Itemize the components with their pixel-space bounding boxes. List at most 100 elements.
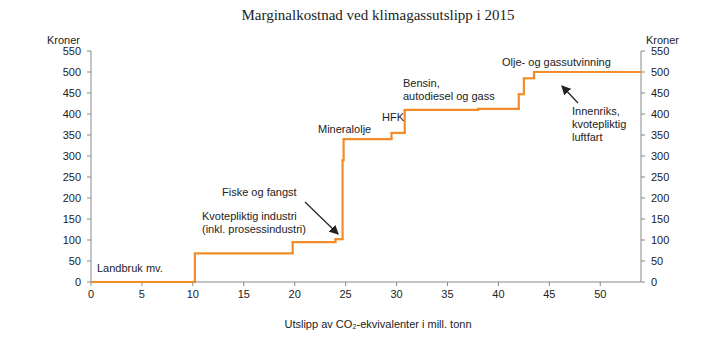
y-axis (91, 51, 92, 282)
annotation: (inkl. prosessindustri) (202, 223, 306, 235)
y2-tick (641, 156, 645, 157)
y-tick-label: 250 (63, 171, 81, 183)
x-tick (498, 282, 499, 286)
x-tick-label: 50 (594, 288, 606, 300)
x-tick-label: 5 (139, 288, 145, 300)
y-tick (87, 156, 91, 157)
y2-axis (641, 51, 642, 282)
y-tick-label: 50 (69, 255, 81, 267)
step (391, 132, 404, 134)
annotation: luftfart (572, 131, 603, 143)
y-tick (87, 219, 91, 220)
annotation: HFK (382, 111, 405, 123)
x-tick (294, 282, 295, 286)
riser (342, 139, 344, 160)
x-tick (549, 282, 550, 286)
annotation: Landbruk mv. (97, 262, 163, 274)
y2-tick (641, 135, 645, 136)
y-tick (87, 114, 91, 115)
y-tick (87, 51, 91, 52)
step (91, 281, 195, 283)
y-tick-label: 300 (63, 150, 81, 162)
step (344, 138, 392, 140)
x-tick-label: 30 (390, 288, 402, 300)
y-tick-label: 150 (63, 213, 81, 225)
step (534, 71, 641, 73)
x-tick-label: 40 (492, 288, 504, 300)
x-tick-label: 45 (543, 288, 555, 300)
y2-tick-label: 0 (651, 276, 657, 288)
x-tick-label: 35 (441, 288, 453, 300)
y-tick (87, 177, 91, 178)
title: Marginalkostnad ved klimagassutslipp i 2… (241, 7, 514, 23)
y2-tick-label: 500 (651, 66, 669, 78)
annotation: Olje- og gassutvinning (502, 56, 611, 68)
x-tick-label: 0 (88, 288, 94, 300)
y2-tick-label: 450 (651, 87, 669, 99)
y-tick-label: 500 (63, 66, 81, 78)
y-tick (87, 135, 91, 136)
y2-tick (641, 72, 645, 73)
y-tick-label: 100 (63, 234, 81, 246)
step (293, 241, 336, 243)
step (524, 77, 534, 79)
y-tick-label: 350 (63, 129, 81, 141)
chart: Marginalkostnad ved klimagassutslipp i 2… (0, 0, 723, 341)
annotation: Bensin, (403, 77, 440, 89)
y2-tick (641, 198, 645, 199)
x-tick-label: 15 (238, 288, 250, 300)
annotation: Innenriks, (572, 105, 620, 117)
x-axis-label: Utslipp av CO₂-ekvivalenter i mill. tonn (284, 318, 471, 330)
x-tick-label: 25 (340, 288, 352, 300)
y-tick (87, 93, 91, 94)
x-tick (447, 282, 448, 286)
arrow (562, 86, 578, 103)
y-tick-label: 400 (63, 108, 81, 120)
y2-tick (641, 93, 645, 94)
step (195, 252, 293, 254)
annotation: Fiske og fangst (222, 186, 297, 198)
y2-tick-label: 550 (651, 45, 669, 57)
riser (523, 78, 525, 94)
annotation: autodiesel og gass (403, 90, 495, 102)
riser (194, 253, 196, 282)
x-tick (243, 282, 244, 286)
riser (292, 242, 294, 253)
y2-tick-label: 50 (651, 255, 663, 267)
y-tick-label: 0 (75, 276, 81, 288)
annotation: Mineralolje (318, 123, 371, 135)
y-tick (87, 240, 91, 241)
y2-tick (641, 177, 645, 178)
x-axis (91, 282, 641, 283)
plot-area (91, 72, 641, 282)
x-tick (345, 282, 346, 286)
y2-tick (641, 282, 645, 283)
x-tick-label: 10 (187, 288, 199, 300)
y2-tick-label: 300 (651, 150, 669, 162)
y-tick (87, 72, 91, 73)
y-tick (87, 261, 91, 262)
y2-tick-label: 350 (651, 129, 669, 141)
y-tick-label: 200 (63, 192, 81, 204)
riser (341, 160, 343, 239)
y2-tick-label: 200 (651, 192, 669, 204)
y2-tick (641, 51, 645, 52)
y-tick (87, 282, 91, 283)
annotation: kvotepliktig (572, 118, 626, 130)
y2-tick (641, 114, 645, 115)
y-tick-label: 450 (63, 87, 81, 99)
y-tick-label: 550 (63, 45, 81, 57)
y2-tick-label: 100 (651, 234, 669, 246)
riser (518, 94, 520, 109)
y2-tick-label: 400 (651, 108, 669, 120)
annotation: Kvotepliktig industri (202, 210, 297, 222)
x-tick-label: 20 (289, 288, 301, 300)
y2-tick (641, 219, 645, 220)
arrow (305, 202, 338, 234)
y2-tick-label: 150 (651, 213, 669, 225)
annotations: Landbruk mv. Kvotepliktig industri(inkl. … (97, 56, 626, 274)
y-tick (87, 198, 91, 199)
y2-tick (641, 240, 645, 241)
step (405, 109, 478, 111)
x-tick (600, 282, 601, 286)
